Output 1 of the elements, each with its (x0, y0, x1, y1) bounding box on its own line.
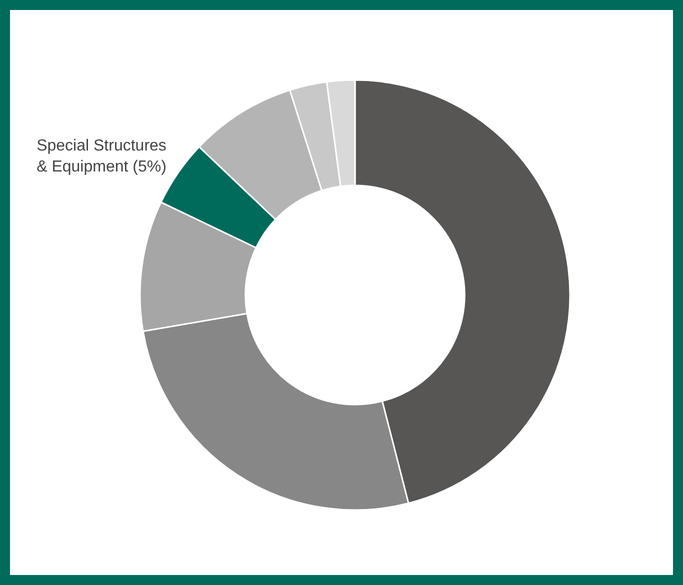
slice-label: Special Structures & Equipment (5%) (36, 138, 166, 176)
